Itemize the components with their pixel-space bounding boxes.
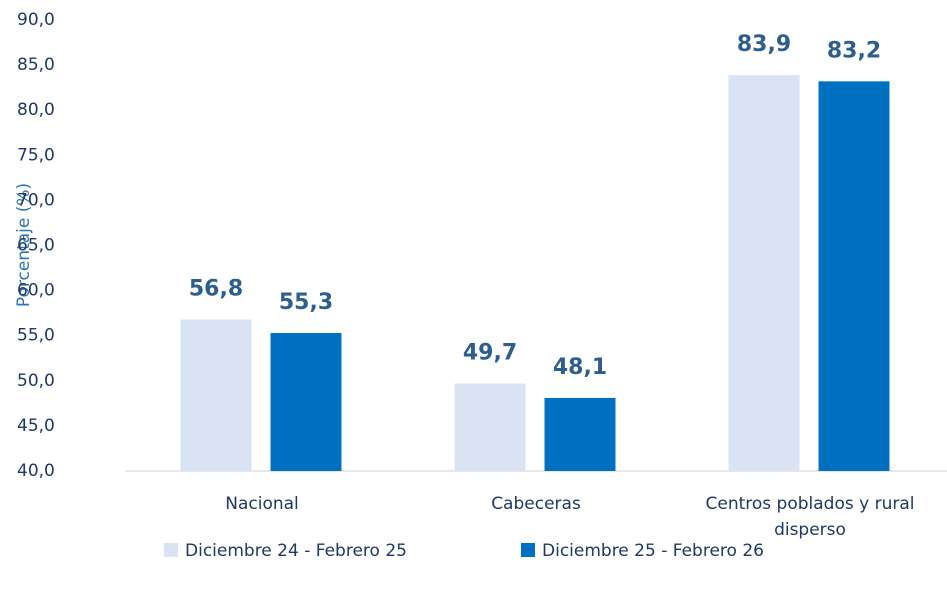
x-tick-label: Nacional [225,494,299,514]
legend-swatch [521,543,535,557]
y-tick-label: 85,0 [17,55,55,75]
legend-label: Diciembre 25 - Febrero 26 [542,541,764,561]
x-tick-label: Cabeceras [491,494,581,514]
bar [818,81,890,471]
y-tick-label: 55,0 [17,326,55,346]
y-tick-label: 45,0 [17,416,55,436]
bar [180,319,252,471]
data-label: 48,1 [553,355,607,380]
bar [454,383,526,471]
legend-swatch [164,543,178,557]
data-label: 83,9 [737,32,791,57]
y-tick-label: 80,0 [17,100,55,120]
data-label: 83,2 [827,38,881,63]
data-label: 55,3 [279,290,333,315]
bar [544,397,616,471]
y-tick-label: 40,0 [17,461,55,481]
legend-label: Diciembre 24 - Febrero 25 [185,541,407,561]
bar [728,75,800,471]
data-label: 49,7 [463,341,517,366]
y-tick-label: 50,0 [17,371,55,391]
x-tick-label: Centros poblados y rural disperso [705,494,915,540]
data-label: 56,8 [189,276,243,301]
bar [270,332,342,471]
y-tick-label: 60,0 [17,281,55,301]
y-axis-title: Porcentaje (%) [14,183,34,307]
y-tick-label: 70,0 [17,190,55,210]
y-tick-label: 65,0 [17,236,55,256]
y-tick-label: 75,0 [17,145,55,165]
y-tick-label: 90,0 [17,10,55,30]
